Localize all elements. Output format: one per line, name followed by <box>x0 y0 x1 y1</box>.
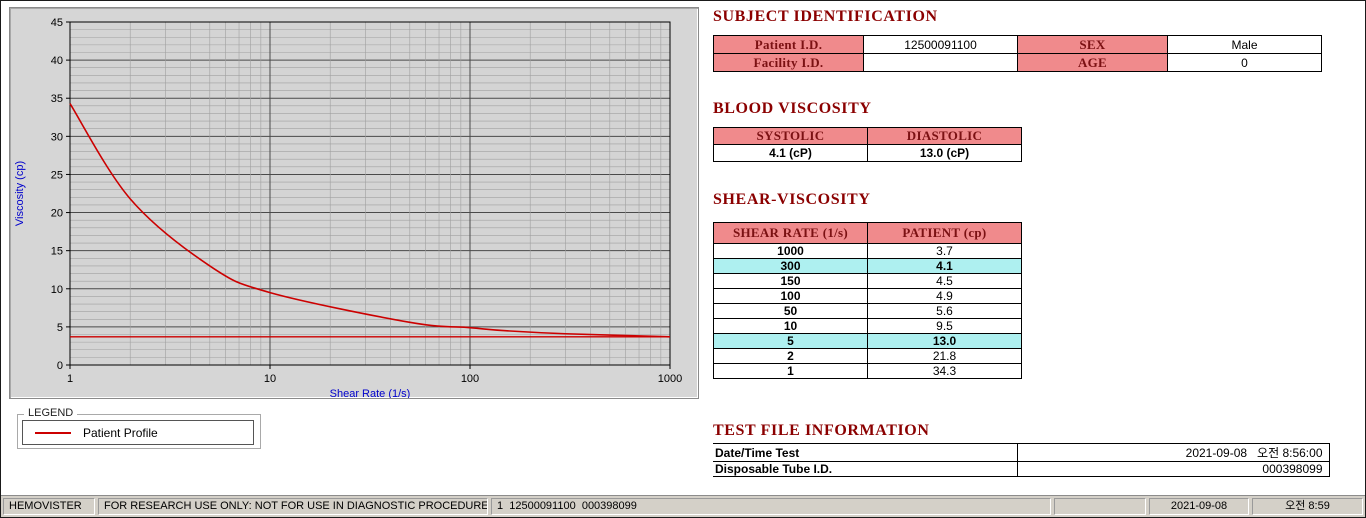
patient-profile-line-swatch <box>35 431 71 434</box>
svg-text:45: 45 <box>51 17 63 29</box>
shear-viscosity-table: SHEAR RATE (1/s) PATIENT (cp) 1000 3.7 3… <box>713 222 1022 379</box>
shear-rate-cell: 1000 <box>713 243 868 259</box>
date-time-test-label: Date/Time Test <box>713 443 1018 462</box>
svg-text:1000: 1000 <box>658 373 682 385</box>
legend-title: LEGEND <box>24 407 78 419</box>
patient-value-cell: 21.8 <box>867 348 1022 364</box>
test-file-information-table: Date/Time Test 2021-09-08 오전 8:56:00 Dis… <box>713 443 1330 477</box>
table-row: Facility I.D. AGE 0 <box>713 53 1322 72</box>
svg-text:100: 100 <box>461 373 479 385</box>
svg-text:0: 0 <box>57 360 63 372</box>
patient-value-cell: 4.1 <box>867 258 1022 274</box>
table-header-row: SHEAR RATE (1/s) PATIENT (cp) <box>713 222 1022 244</box>
legend-series-label: Patient Profile <box>83 425 158 440</box>
facility-id-value <box>863 53 1018 72</box>
status-bar: HEMOVISTER FOR RESEARCH USE ONLY: NOT FO… <box>1 495 1365 517</box>
status-test-info: 1 12500091100 000398099 <box>491 498 1051 515</box>
svg-text:10: 10 <box>51 284 63 296</box>
shear-viscosity-row: 1000 3.7 <box>713 243 1022 259</box>
status-date: 2021-09-08 <box>1149 498 1249 515</box>
blood-viscosity-title: BLOOD VISCOSITY <box>713 100 872 117</box>
shear-viscosity-row: 2 21.8 <box>713 348 1022 364</box>
svg-text:1: 1 <box>67 373 73 385</box>
viscosity-chart: 0 5 10 15 20 25 30 35 40 45 1 10 100 1000 Shear Rate (… <box>9 7 699 399</box>
shear-rate-cell: 2 <box>713 348 868 364</box>
shear-viscosity-row: 5 13.0 <box>713 333 1022 349</box>
shear-viscosity-row: 10 9.5 <box>713 318 1022 334</box>
date-time-test-value: 2021-09-08 오전 8:56:00 <box>1016 443 1330 462</box>
svg-text:10: 10 <box>264 373 276 385</box>
diastolic-value: 13.0 (cP) <box>867 144 1022 162</box>
status-research-notice: FOR RESEARCH USE ONLY: NOT FOR USE IN DI… <box>98 498 488 515</box>
shear-rate-cell: 5 <box>713 333 868 349</box>
shear-viscosity-row: 50 5.6 <box>713 303 1022 319</box>
svg-text:40: 40 <box>51 55 63 67</box>
table-row: 4.1 (cP) 13.0 (cP) <box>713 144 1022 162</box>
shear-rate-cell: 150 <box>713 273 868 289</box>
shear-rate-cell: 50 <box>713 303 868 319</box>
status-spare-panel <box>1054 498 1146 515</box>
status-app-name: HEMOVISTER <box>3 498 95 515</box>
patient-value-cell: 4.5 <box>867 273 1022 289</box>
svg-text:5: 5 <box>57 322 63 334</box>
shear-viscosity-title: SHEAR-VISCOSITY <box>713 191 871 208</box>
patient-id-label: Patient I.D. <box>713 35 864 54</box>
age-label: AGE <box>1017 53 1168 72</box>
svg-text:25: 25 <box>51 169 63 181</box>
disposable-tube-id-value: 000398099 <box>1016 461 1330 477</box>
patient-value-cell: 3.7 <box>867 243 1022 259</box>
patient-value-cell: 13.0 <box>867 333 1022 349</box>
shear-viscosity-row: 150 4.5 <box>713 273 1022 289</box>
table-row: SYSTOLIC DIASTOLIC <box>713 127 1022 145</box>
shear-rate-header: SHEAR RATE (1/s) <box>713 222 868 244</box>
table-row: Patient I.D. 12500091100 SEX Male <box>713 35 1322 54</box>
legend-entry: Patient Profile <box>22 420 254 445</box>
patient-value-cell: 9.5 <box>867 318 1022 334</box>
patient-value-cell: 5.6 <box>867 303 1022 319</box>
report-panel: SUBJECT IDENTIFICATION Patient I.D. 1250… <box>713 1 1363 495</box>
shear-rate-cell: 300 <box>713 258 868 274</box>
shear-viscosity-row: 300 4.1 <box>713 258 1022 274</box>
patient-id-value: 12500091100 <box>863 35 1018 54</box>
patient-value-cell: 34.3 <box>867 363 1022 379</box>
shear-rate-cell: 100 <box>713 288 868 304</box>
table-row: Date/Time Test 2021-09-08 오전 8:56:00 <box>713 443 1330 462</box>
disposable-tube-id-label: Disposable Tube I.D. <box>713 461 1018 477</box>
shear-rate-cell: 10 <box>713 318 868 334</box>
svg-text:20: 20 <box>51 208 63 220</box>
systolic-header: SYSTOLIC <box>713 127 868 145</box>
diastolic-header: DIASTOLIC <box>867 127 1022 145</box>
subject-identification-table: Patient I.D. 12500091100 SEX Male Facili… <box>713 35 1322 72</box>
legend-box: LEGEND Patient Profile <box>17 407 261 449</box>
shear-viscosity-row: 1 34.3 <box>713 363 1022 379</box>
facility-id-label: Facility I.D. <box>713 53 864 72</box>
systolic-value: 4.1 (cP) <box>713 144 868 162</box>
patient-cp-header: PATIENT (cp) <box>867 222 1022 244</box>
status-time: 오전 8:59 <box>1252 498 1363 515</box>
test-file-information-title: TEST FILE INFORMATION <box>713 422 930 439</box>
svg-text:35: 35 <box>51 93 63 105</box>
svg-text:Shear Rate (1/s): Shear Rate (1/s) <box>330 388 411 398</box>
sex-label: SEX <box>1017 35 1168 54</box>
patient-value-cell: 4.9 <box>867 288 1022 304</box>
svg-text:15: 15 <box>51 246 63 258</box>
svg-text:Viscosity (cp): Viscosity (cp) <box>14 161 26 226</box>
table-row: Disposable Tube I.D. 000398099 <box>713 461 1330 477</box>
blood-viscosity-table: SYSTOLIC DIASTOLIC 4.1 (cP) 13.0 (cP) <box>713 127 1022 162</box>
sex-value: Male <box>1167 35 1322 54</box>
subject-identification-title: SUBJECT IDENTIFICATION <box>713 8 938 25</box>
shear-viscosity-row: 100 4.9 <box>713 288 1022 304</box>
svg-text:30: 30 <box>51 131 63 143</box>
shear-rate-cell: 1 <box>713 363 868 379</box>
viscosity-chart-canvas: 0 5 10 15 20 25 30 35 40 45 1 10 100 1000 Shear Rate (… <box>14 17 682 398</box>
age-value: 0 <box>1167 53 1322 72</box>
